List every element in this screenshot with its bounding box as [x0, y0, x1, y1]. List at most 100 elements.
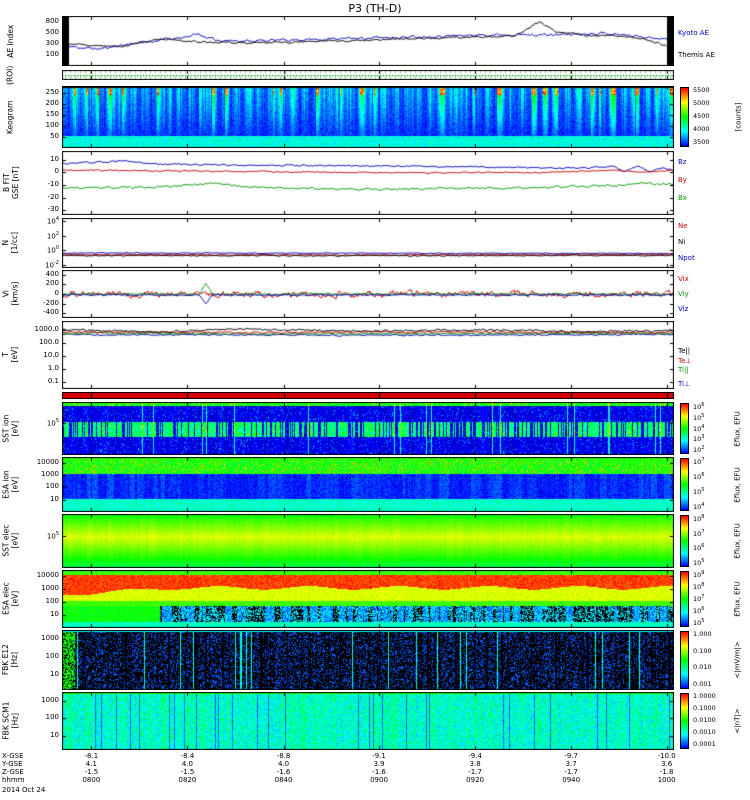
ylabel-line: B FIT — [1, 173, 11, 193]
ylabel-line: AE Index — [5, 24, 15, 58]
colorbar-tick-label: 0.0010 — [693, 728, 716, 736]
ylabel-line: Keogram — [5, 100, 15, 134]
panel-temperature: T [eV] 1000.0 100.0 10.0 1.0 0.1 Te|| Te⊥ Ti|| Ti⊥ — [0, 321, 750, 389]
axis-value: 0900 — [370, 776, 388, 784]
panel-fbk-b: FBK SCM1 [Hz] 1000 100 10 1.0000 0.1000 0.0100 0… — [0, 692, 750, 750]
ytick-label: 400 — [45, 269, 59, 278]
axis-row-x-gse: X-GSE -8.1 -8.4 -8.8 -9.1 -9.4 -9.7 -10.0 — [0, 752, 750, 760]
panel-ae-index: AE Index 800 500 300 100 Kyoto AE Themis AE — [0, 16, 750, 66]
ytick-label: 100 — [45, 652, 59, 660]
colorbar-tick-label: 102 — [693, 445, 705, 455]
legend-label: Viz — [678, 305, 689, 314]
panel-fbk-e: FBK E12 [Hz] 1000 100 10 1.000 0.100 0.010 0.001… — [0, 630, 750, 690]
ytick-label: 0 — [54, 289, 59, 297]
plot-area-density — [62, 218, 674, 268]
ytick-label: 100.0 — [38, 337, 59, 346]
ytick-label: 100 — [45, 120, 59, 129]
ytick-label: -30 — [47, 204, 59, 213]
ylabel-line: [Hz] — [10, 713, 20, 729]
colorbar-tick-label: 105 — [693, 412, 705, 422]
colorbar-fbk-e — [680, 631, 689, 689]
axis-value: -9.4 — [468, 752, 482, 760]
colorbar-tick-label: 0.100 — [693, 646, 712, 655]
colorbar-tick-label: 1.000 — [693, 630, 712, 638]
ytick-label: 300 — [45, 38, 59, 47]
ylabel-line: [eV] — [10, 591, 19, 607]
axis-value: -1.8 — [659, 768, 674, 776]
panel-b-fit-gse: B FIT GSE [nT] 10 0 -10 -20 -30 Bz By Bx — [0, 151, 750, 215]
axis-value: -9.1 — [372, 752, 386, 760]
colorbar-tick-label: 106 — [693, 543, 705, 553]
legend-label: Ti|| — [678, 366, 689, 375]
plot-area-esa-elec — [62, 570, 674, 628]
ytick-label: 50 — [50, 131, 59, 140]
colorbar-title-text: Eflux, EFU — [734, 523, 742, 559]
ylabel-text: SST ion [eV] — [1, 415, 19, 443]
colorbar-title-fbk-e: <|mV/m|> — [726, 630, 750, 690]
panel-roi-bar — [0, 392, 750, 399]
axis-value: -1.7 — [564, 768, 578, 776]
colorbar-tick-label: 105 — [693, 487, 705, 497]
colorbar-title-text: [counts] — [734, 102, 743, 132]
ytick-label: 10000 — [36, 570, 59, 579]
panel-sst-ion: SST ion [eV] 105 106 105 104 103 102 Eflux, EFU — [0, 402, 750, 455]
colorbar-tick-label: 106 — [693, 606, 705, 616]
legend-label: Te⊥ — [678, 357, 692, 366]
ylabel-text: FBK E12 [Hz] — [1, 644, 20, 675]
axis-value: 0920 — [466, 776, 484, 784]
ylabel-fbk-b: FBK SCM1 [Hz] — [0, 692, 22, 750]
legend-label: Kyoto AE — [678, 29, 709, 37]
axis-row-z-gse: Z-GSE -1.5 -1.5 -1.6 -1.6 -1.7 -1.7 -1.8 — [0, 768, 750, 776]
ylabel-text: B FIT GSE [nT] — [1, 167, 19, 200]
ytick-label: 0 — [54, 167, 59, 176]
ylabel-temperature: T [eV] — [0, 321, 22, 389]
colorbar-tick-label: 109 — [693, 570, 705, 580]
ylabel-sst-elec: SST elec [eV] — [0, 514, 22, 568]
ytick-label: 105 — [46, 418, 59, 428]
axis-row-label: hhmm — [2, 776, 25, 784]
colorbar-tick-label: 106 — [693, 472, 705, 482]
ytick-label: 100 — [45, 49, 59, 58]
colorbar-title-text: <|mV/m|> — [734, 641, 743, 679]
legend-label: Viy — [678, 290, 689, 299]
ytick-label: 800 — [45, 17, 59, 25]
ytick-label: 100 — [46, 245, 59, 255]
colorbar-tick-label: 105 — [693, 558, 705, 568]
legend-label: Vix — [678, 274, 689, 283]
ytick-label: 250 — [45, 87, 59, 96]
plot-area-keogram — [62, 86, 674, 148]
colorbar-tick-label: 1.0000 — [693, 692, 716, 700]
axis-value: -1.6 — [276, 768, 291, 776]
colorbar-title-keogram: [counts] — [726, 86, 750, 148]
colorbar-tick-label: 4500 — [693, 112, 710, 120]
axis-value: 0800 — [82, 776, 101, 784]
axis-value: -10.0 — [657, 752, 676, 760]
ytick-label: 102 — [46, 230, 59, 240]
axis-value: 0840 — [274, 776, 293, 784]
legend-label: Ne — [678, 222, 688, 230]
ylabel-text: (ROI) — [5, 65, 16, 85]
colorbar-keogram — [680, 87, 689, 147]
ytick-label: 105 — [46, 530, 59, 540]
ytick-label: 1000 — [41, 583, 59, 592]
ylabel-roi-flags: (ROI) — [0, 65, 22, 84]
axis-value: -1.6 — [372, 768, 386, 776]
ytick-label: 100 — [45, 482, 59, 491]
ylabel-line: [Hz] — [10, 652, 20, 668]
ytick-label: 10 — [50, 670, 59, 678]
axis-row-label: Y-GSE — [2, 760, 23, 768]
ylabel-text: Keogram — [5, 100, 16, 134]
colorbar-title-fbk-b: <|nT|> — [726, 692, 750, 750]
axis-value: 3.7 — [565, 760, 577, 768]
colorbar-tick-label: 0.0001 — [693, 740, 716, 748]
plot-area-temperature — [62, 321, 674, 389]
colorbar-sst-elec — [680, 515, 689, 567]
legend-label: Te|| — [678, 347, 691, 356]
ylabel-line: (ROI) — [5, 65, 15, 85]
panel-roi-flags: (ROI) — [0, 65, 750, 85]
ylabel-line: [eV] — [10, 476, 19, 493]
axis-row-hhmm: hhmm 0800 0820 0840 0900 0920 0940 1000 — [0, 776, 750, 784]
plot-area-b-fit-gse — [62, 151, 674, 215]
ylabel-line: [km/s] — [10, 282, 19, 306]
colorbar-tick-label: 105 — [693, 618, 705, 628]
